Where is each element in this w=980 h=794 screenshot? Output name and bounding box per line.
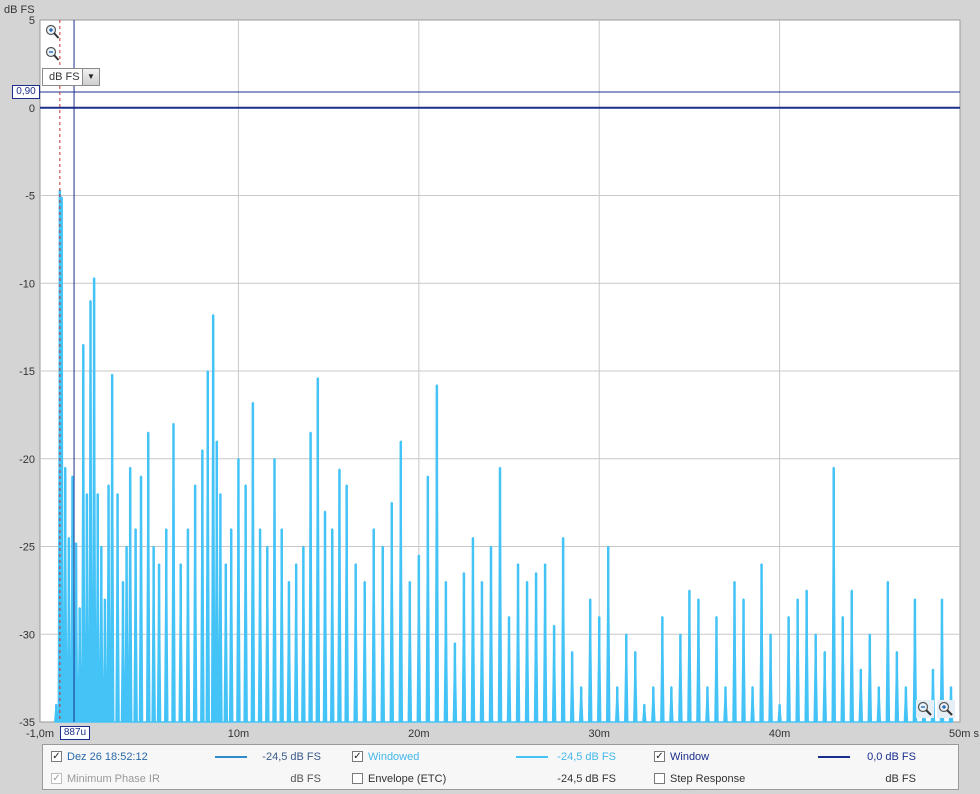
unit-select-value: dB FS bbox=[49, 71, 80, 83]
legend-value: dB FS bbox=[290, 773, 321, 785]
zoom-fit-icon[interactable] bbox=[916, 700, 934, 718]
x-tick-label: 50m s bbox=[949, 728, 979, 740]
x-tick-label: -1,0m bbox=[26, 728, 54, 740]
legend-checkbox[interactable] bbox=[654, 773, 665, 784]
legend-value: dB FS bbox=[885, 773, 916, 785]
legend-checkbox[interactable]: ✓ bbox=[654, 751, 665, 762]
x-cursor-readout[interactable]: 887u bbox=[60, 726, 90, 740]
legend-item-measurement[interactable]: ✓ Dez 26 18:52:12 -24,5 dB FS bbox=[51, 748, 341, 766]
legend-swatch bbox=[818, 756, 850, 758]
legend-value: -24,5 dB FS bbox=[262, 751, 321, 763]
x-tick-label: 10m bbox=[228, 728, 249, 740]
legend-label: Windowed bbox=[368, 751, 420, 763]
y-tick-label: -15 bbox=[19, 366, 35, 378]
y-tick-label: -5 bbox=[25, 191, 35, 203]
legend-label: Envelope (ETC) bbox=[368, 773, 447, 785]
legend-item-envelope[interactable]: Envelope (ETC) -24,5 dB FS bbox=[352, 770, 642, 788]
legend-label: Dez 26 18:52:12 bbox=[67, 751, 148, 763]
x-tick-label: 20m bbox=[408, 728, 429, 740]
y-tick-label: 0 bbox=[29, 103, 35, 115]
zoom-out-icon[interactable] bbox=[44, 46, 60, 62]
y-tick-label: -30 bbox=[19, 629, 35, 641]
zoom-in-icon[interactable] bbox=[937, 700, 955, 718]
y-tick-label: -20 bbox=[19, 454, 35, 466]
legend-swatch bbox=[215, 756, 247, 758]
legend-swatch bbox=[516, 756, 548, 758]
legend-value: -24,5 dB FS bbox=[557, 773, 616, 785]
y-tick-label: -35 bbox=[19, 717, 35, 729]
legend-item-minimum-phase: ✓ Minimum Phase IR dB FS bbox=[51, 770, 341, 788]
chevron-down-icon[interactable]: ▼ bbox=[82, 69, 99, 85]
y-axis-label: dB FS bbox=[4, 4, 35, 16]
legend-checkbox[interactable]: ✓ bbox=[352, 751, 363, 762]
legend-panel: ✓ Dez 26 18:52:12 -24,5 dB FS ✓ Windowed… bbox=[42, 744, 959, 790]
legend-label: Minimum Phase IR bbox=[67, 773, 160, 785]
zoom-in-icon[interactable] bbox=[44, 24, 60, 40]
legend-value: -24,5 dB FS bbox=[557, 751, 616, 763]
legend-item-step-response[interactable]: Step Response dB FS bbox=[654, 770, 944, 788]
legend-checkbox[interactable]: ✓ bbox=[51, 751, 62, 762]
rt60-plot[interactable]: 5 0 -5 -10 -15 -20 -25 -30 -35-1,0m 10m 20m 30m 40m 5… bbox=[0, 0, 980, 744]
y-tick-label: 5 bbox=[29, 15, 35, 27]
y-cursor-readout[interactable]: 0,90 bbox=[12, 85, 40, 99]
legend-checkbox: ✓ bbox=[51, 773, 62, 784]
legend-item-windowed[interactable]: ✓ Windowed -24,5 dB FS bbox=[352, 748, 642, 766]
legend-value: 0,0 dB FS bbox=[867, 751, 916, 763]
legend-checkbox[interactable] bbox=[352, 773, 363, 784]
x-tick-label: 40m bbox=[769, 728, 790, 740]
legend-label: Window bbox=[670, 751, 710, 763]
y-tick-label: -10 bbox=[19, 278, 35, 290]
legend-item-window[interactable]: ✓ Window 0,0 dB FS bbox=[654, 748, 944, 766]
unit-select[interactable]: dB FS ▼ bbox=[42, 68, 100, 86]
legend-label: Step Response bbox=[670, 773, 746, 785]
y-tick-label: -25 bbox=[19, 542, 35, 554]
x-tick-label: 30m bbox=[589, 728, 610, 740]
